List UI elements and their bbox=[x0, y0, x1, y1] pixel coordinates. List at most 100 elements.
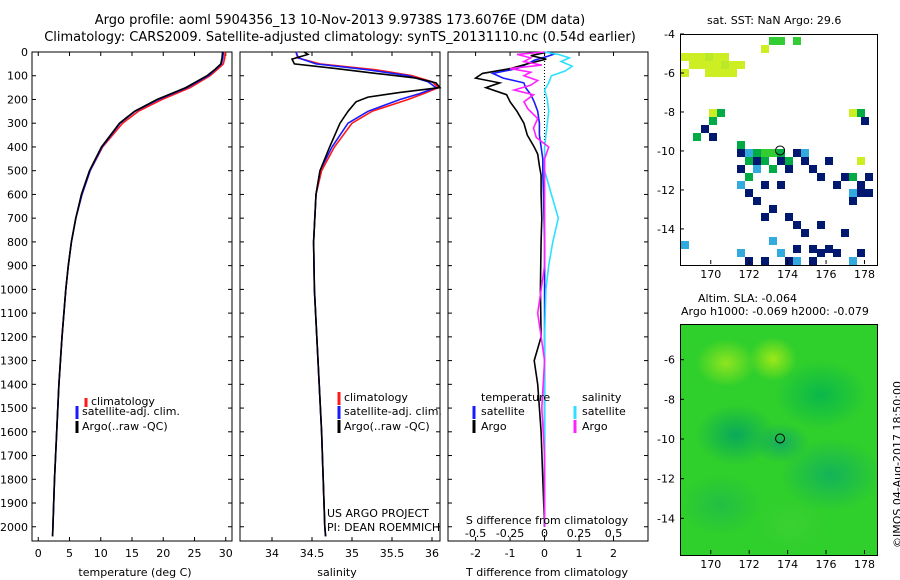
sst-cell bbox=[681, 53, 689, 61]
sst-cell bbox=[709, 133, 717, 141]
y-tick-label: 1500 bbox=[0, 402, 28, 415]
sst-cell bbox=[753, 165, 761, 173]
plot-frame bbox=[447, 51, 649, 542]
legend-label-s-satellite: satellite bbox=[582, 405, 626, 418]
sst-cell bbox=[769, 149, 777, 157]
sst-cell bbox=[769, 205, 777, 213]
sst-cell bbox=[761, 45, 769, 53]
sst-cell bbox=[721, 53, 729, 61]
sst-cell bbox=[809, 257, 817, 265]
x-tick-label: 35.5 bbox=[380, 547, 405, 560]
sst-cell bbox=[701, 125, 709, 133]
legend-label-climatology: climatology bbox=[91, 395, 155, 408]
imos-credit: ©IMOS 04-Aug-2017 18:50:00 bbox=[891, 381, 900, 548]
sst-map[interactable] bbox=[680, 34, 878, 266]
s-tick-label: 0.5 bbox=[605, 527, 623, 540]
t-difference-label: T difference from climatology bbox=[465, 566, 628, 579]
sst-cell bbox=[761, 257, 769, 265]
legend-label-argo: Argo(..raw -QC) bbox=[344, 420, 430, 433]
sst-cell bbox=[689, 61, 697, 69]
x-tick-label: 34 bbox=[265, 547, 279, 560]
x-tick-label: 25 bbox=[188, 547, 202, 560]
y-tick-label: 800 bbox=[7, 236, 28, 249]
sst-cell bbox=[857, 189, 865, 197]
sst-cell bbox=[857, 249, 865, 257]
legend-label-climatology: climatology bbox=[344, 391, 408, 404]
x-tick-label: 1 bbox=[576, 547, 583, 560]
x-tick-label: 36 bbox=[425, 547, 439, 560]
sst-cell bbox=[761, 181, 769, 189]
y-tick-label: 300 bbox=[7, 117, 28, 130]
sst-cell bbox=[809, 245, 817, 253]
sst-cell bbox=[785, 165, 793, 173]
salinity-x-label: salinity bbox=[317, 566, 357, 579]
sst-cell bbox=[841, 173, 849, 181]
sst-cell bbox=[833, 181, 841, 189]
x-tick-label: 0 bbox=[541, 547, 548, 560]
y-tick-label: 1700 bbox=[0, 450, 28, 463]
plot-frame bbox=[239, 51, 441, 542]
sst-cell bbox=[769, 37, 777, 45]
sst-cell bbox=[785, 157, 793, 165]
sst-cell bbox=[737, 61, 745, 69]
sst-cell bbox=[793, 257, 801, 265]
sst-cell bbox=[761, 157, 769, 165]
series-temperature-argo bbox=[473, 51, 549, 527]
sst-cell bbox=[689, 53, 697, 61]
sst-cell bbox=[849, 173, 857, 181]
sst-cell bbox=[817, 173, 825, 181]
legend-heading-salinity: salinity bbox=[582, 391, 622, 404]
sst-cell bbox=[825, 245, 833, 253]
sst-cell bbox=[745, 157, 753, 165]
sst-cell bbox=[753, 157, 761, 165]
sst-cell bbox=[705, 61, 713, 69]
sst-cell bbox=[793, 245, 801, 253]
sst-cell bbox=[801, 149, 809, 157]
sst-cell bbox=[713, 53, 721, 61]
temperature-x-label: temperature (deg C) bbox=[78, 566, 191, 579]
y-tick-label: 2000 bbox=[0, 521, 28, 534]
sst-cell bbox=[861, 117, 869, 125]
sst-cell bbox=[793, 221, 801, 229]
y-tick-label: 1000 bbox=[0, 283, 28, 296]
sst-cell bbox=[817, 249, 825, 257]
sst-cell bbox=[769, 237, 777, 245]
sst-cell bbox=[737, 249, 745, 257]
sst-cell bbox=[769, 165, 777, 173]
sst-cell bbox=[753, 197, 761, 205]
x-tick-label: 15 bbox=[125, 547, 139, 560]
y-tick-label: 1400 bbox=[0, 378, 28, 391]
y-tick-label: 600 bbox=[7, 188, 28, 201]
y-tick-label: 100 bbox=[7, 70, 28, 83]
y-tick-label: 1200 bbox=[0, 331, 28, 344]
x-tick-label: 5 bbox=[66, 547, 73, 560]
y-tick-label: 200 bbox=[7, 93, 28, 106]
sst-cell bbox=[721, 69, 729, 77]
sst-cell bbox=[833, 249, 841, 257]
s-tick-label: -0.5 bbox=[465, 527, 486, 540]
sst-cell bbox=[721, 61, 729, 69]
sst-cell bbox=[801, 157, 809, 165]
y-tick-label: 1300 bbox=[0, 355, 28, 368]
sst-cell bbox=[681, 69, 689, 77]
sst-cell bbox=[713, 69, 721, 77]
legend-label-t-satellite: satellite bbox=[481, 405, 525, 418]
sla-map[interactable] bbox=[680, 324, 878, 556]
sst-cell bbox=[857, 181, 865, 189]
sst-cell bbox=[717, 109, 725, 117]
series-argo-raw-qc- bbox=[51, 51, 224, 537]
sla-map-title-1: Altim. SLA: -0.064 bbox=[698, 292, 798, 305]
pi-annotation: PI: DEAN ROEMMICH bbox=[327, 521, 440, 534]
sst-cell bbox=[849, 197, 857, 205]
y-tick-label: 700 bbox=[7, 212, 28, 225]
sst-cell bbox=[777, 149, 785, 157]
x-tick-label: -1 bbox=[505, 547, 516, 560]
salinity-legend: climatology satellite-adj. clim. Argo(..… bbox=[337, 391, 442, 433]
sst-cell bbox=[825, 157, 833, 165]
series-salinity-satellite bbox=[543, 51, 574, 527]
sst-cell bbox=[745, 173, 753, 181]
sst-cell bbox=[697, 61, 705, 69]
y-tick-label: 1800 bbox=[0, 473, 28, 486]
title-line-2: Climatology: CARS2009. Satellite-adjuste… bbox=[44, 30, 636, 45]
